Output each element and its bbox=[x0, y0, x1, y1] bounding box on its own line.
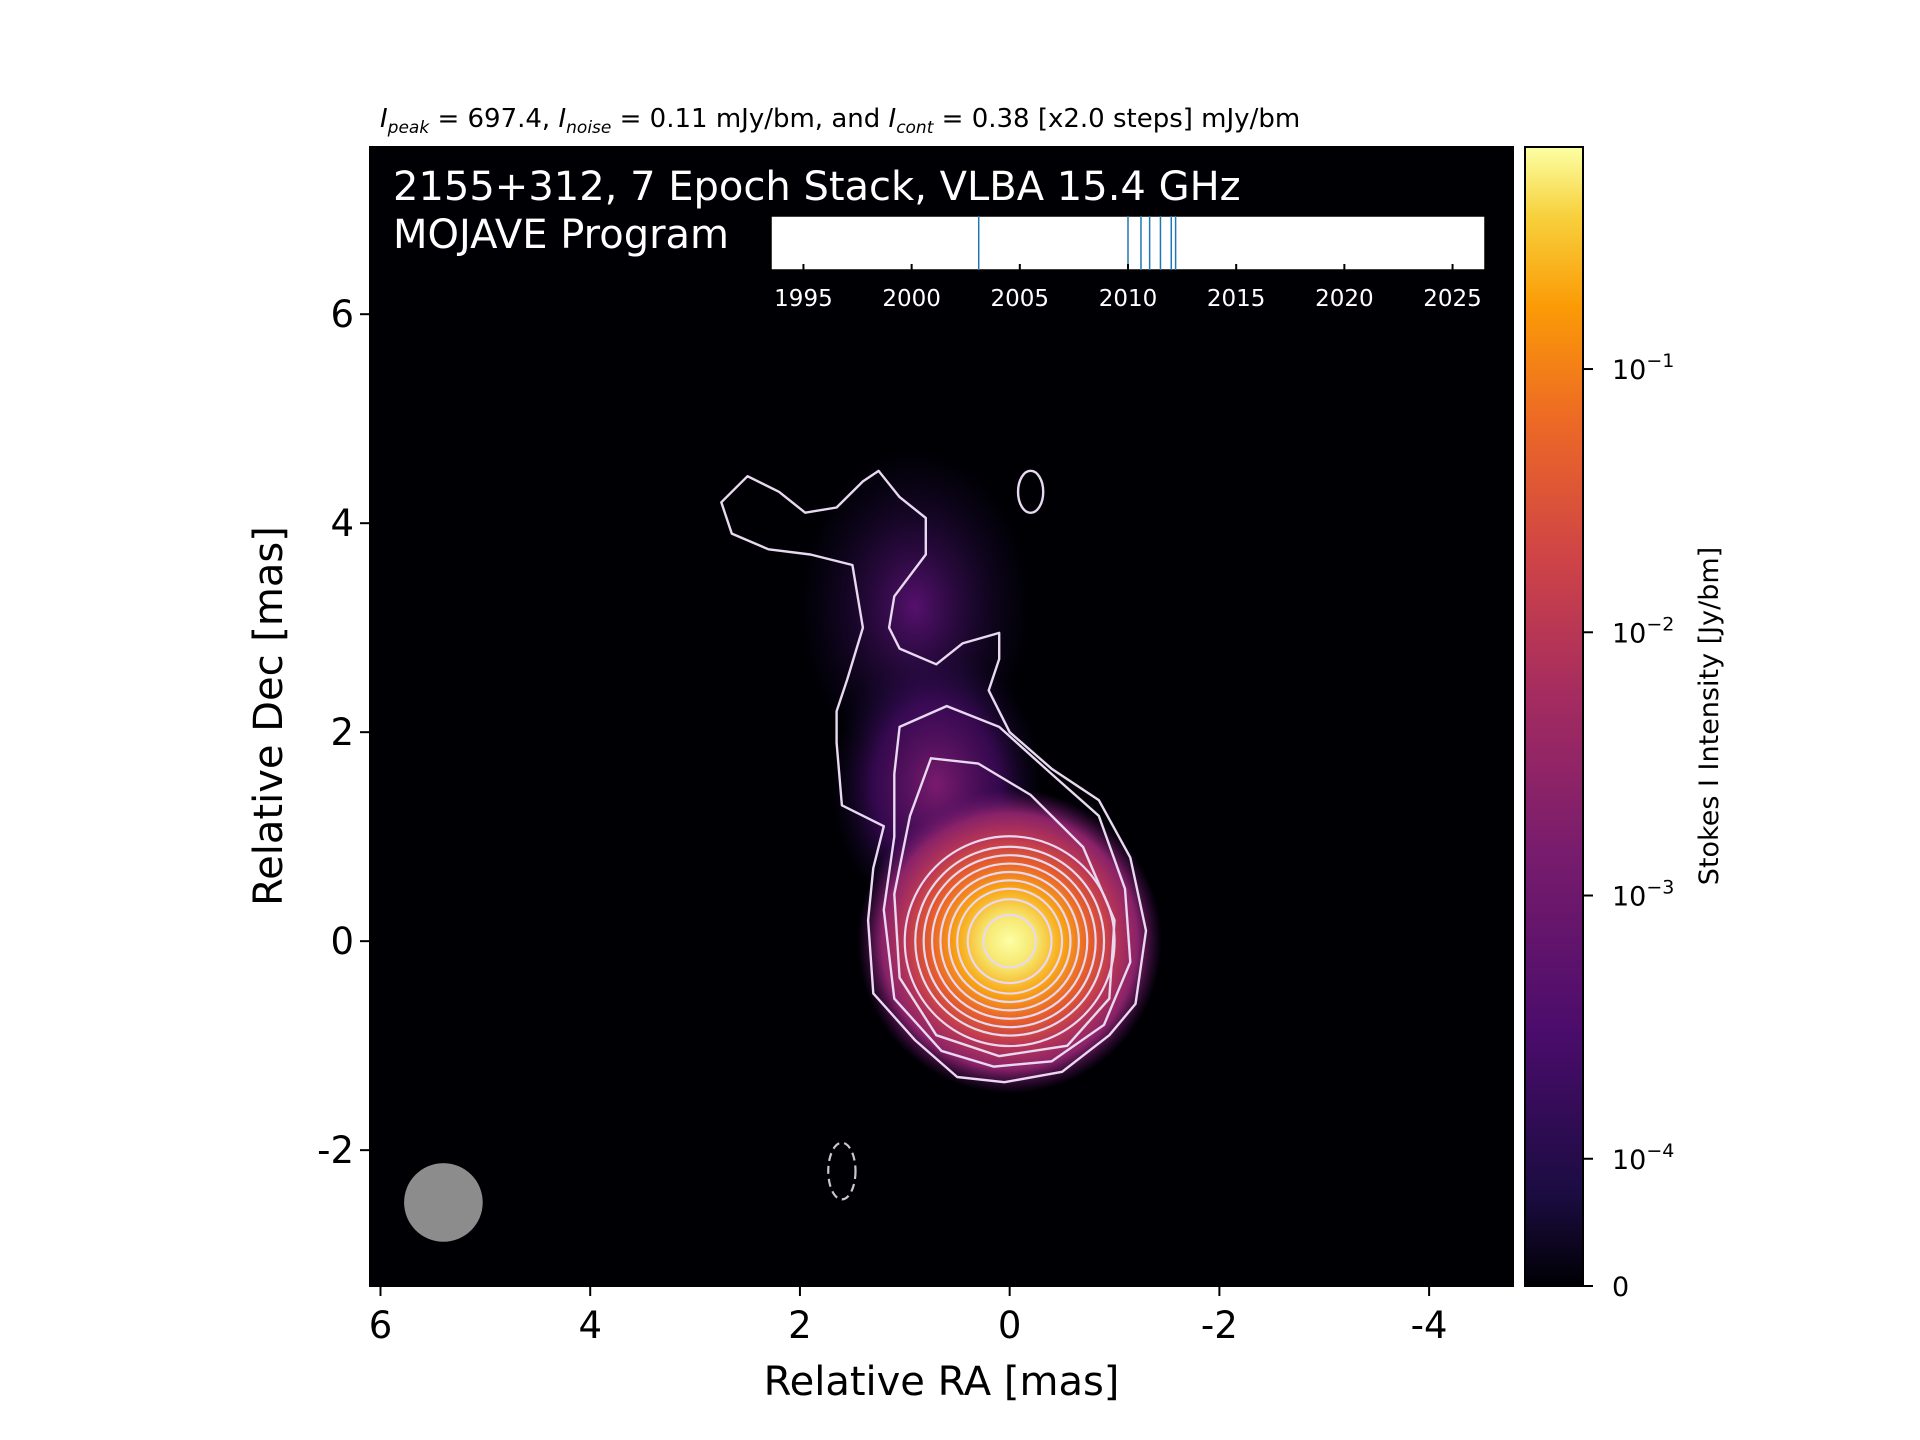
contour-core-ring bbox=[939, 870, 1080, 1012]
colorbar-tick-label: 10−1 bbox=[1612, 350, 1674, 386]
colorbar-ticks: 0 10−4 10−3 10−2 10−1 bbox=[1583, 350, 1674, 1303]
contour-core-ring bbox=[914, 845, 1106, 1037]
beam-circle bbox=[404, 1163, 483, 1242]
colorbar-frame bbox=[1524, 146, 1584, 1287]
x-tick-label: 6 bbox=[369, 1304, 393, 1347]
colorbar-tick-label: 10−2 bbox=[1612, 613, 1674, 649]
contour-core-ring bbox=[966, 898, 1053, 985]
timeline-tick-label: 2025 bbox=[1423, 286, 1482, 312]
y-tick-label: 0 bbox=[330, 920, 354, 963]
colorbar-label: Stokes I Intensity [Jy/bm] bbox=[1694, 547, 1725, 885]
timeline-tick-label: 1995 bbox=[774, 286, 833, 312]
x-tick-label: -2 bbox=[1201, 1304, 1238, 1347]
timeline-tick-label: 2015 bbox=[1207, 286, 1266, 312]
colorbar: 0 10−4 10−3 10−2 10−1 Stokes I Intensity [Jy… bbox=[1524, 146, 1725, 1303]
source-title: 2155+312, 7 Epoch Stack, VLBA 15.4 GHz bbox=[393, 164, 1241, 210]
core-emission bbox=[857, 789, 1162, 1094]
intensity-summary-header: Ipeak = 697.4, Inoise = 0.11 mJy/bm, and… bbox=[380, 104, 1300, 138]
contour-core-ring bbox=[956, 887, 1064, 995]
contour-level-3 bbox=[893, 757, 1116, 1058]
contour-core-ring bbox=[930, 862, 1089, 1020]
contour-core-ring bbox=[982, 913, 1037, 969]
contour-outer bbox=[720, 469, 1148, 1084]
source-emission bbox=[799, 449, 1162, 1094]
timeline-tick-label: 2000 bbox=[882, 286, 941, 312]
y-tick-label: -2 bbox=[317, 1129, 354, 1172]
contour-core-ring bbox=[922, 854, 1097, 1029]
colorbar-tick-label: 10−3 bbox=[1612, 877, 1674, 913]
program-title: MOJAVE Program bbox=[393, 212, 729, 258]
image-panel: 2155+312, 7 Epoch Stack, VLBA 15.4 GHz M… bbox=[369, 146, 1514, 1287]
contour-level-2 bbox=[882, 704, 1132, 1068]
plot-frame bbox=[369, 146, 1514, 1287]
y-axis-label: Relative Dec [mas] bbox=[246, 526, 292, 906]
x-tick-label: 0 bbox=[998, 1304, 1022, 1347]
negative-contour bbox=[827, 1141, 857, 1201]
contour-core-ring bbox=[903, 835, 1116, 1048]
y-tick-label: 4 bbox=[330, 502, 354, 545]
beam-ellipse bbox=[404, 1163, 483, 1242]
colorbar-tick-label: 10−4 bbox=[1612, 1140, 1674, 1176]
y-tick-label: 6 bbox=[330, 293, 354, 336]
x-tick-label: 2 bbox=[788, 1304, 812, 1347]
contour-north-island bbox=[1016, 469, 1045, 515]
colorbar-tick-label: 0 bbox=[1612, 1272, 1629, 1303]
colorbar-gradient bbox=[1525, 147, 1583, 1286]
contour-set bbox=[720, 469, 1148, 1201]
timeline-tick-label: 2010 bbox=[1099, 286, 1158, 312]
y-tick-label: 2 bbox=[330, 711, 354, 754]
x-axis-label: Relative RA [mas] bbox=[764, 1359, 1120, 1405]
x-tick-label: -4 bbox=[1411, 1304, 1448, 1347]
timeline-tick-label: 2020 bbox=[1315, 286, 1374, 312]
contour-core-ring bbox=[947, 879, 1072, 1004]
epoch-timeline: 1995 2000 2005 2010 2015 2020 2025 bbox=[770, 215, 1486, 312]
timeline-tick-label: 2005 bbox=[991, 286, 1050, 312]
x-tick-label: 4 bbox=[578, 1304, 602, 1347]
axes: 6 4 2 0 -2 -4 -2 0 2 4 6 Relative RA [mas] Relative … bbox=[246, 293, 1448, 1405]
